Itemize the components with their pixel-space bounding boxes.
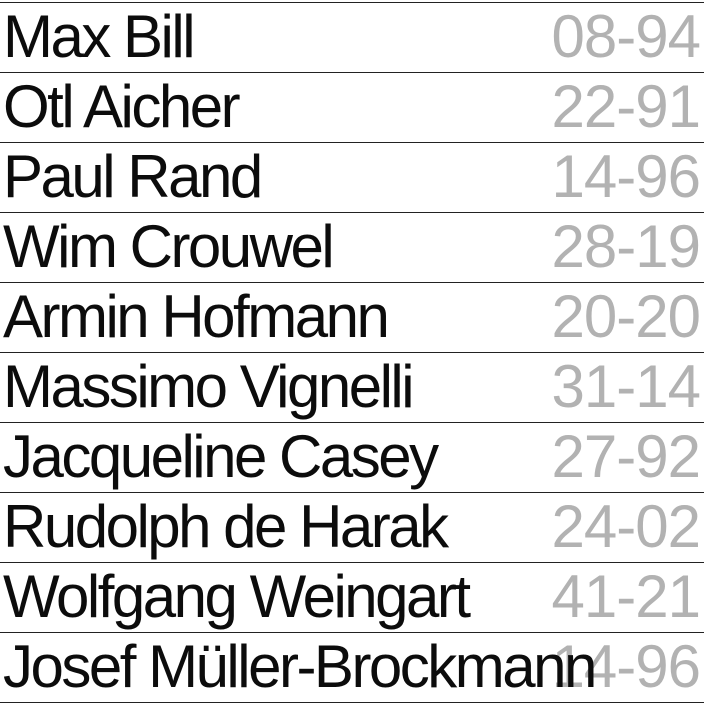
designer-years: 14-96 <box>551 632 701 700</box>
list-item: Armin Hofmann 20-20 <box>0 283 704 353</box>
designer-years: 22-91 <box>551 72 701 140</box>
designer-years: 24-02 <box>551 492 701 560</box>
designer-name: Paul Rand <box>3 142 263 210</box>
list-item: Max Bill 08-94 <box>0 3 704 73</box>
designer-years: 27-92 <box>551 422 701 490</box>
designer-name: Josef Müller-Brockmann <box>3 632 597 700</box>
designer-name: Otl Aicher <box>3 72 241 140</box>
list-item: Otl Aicher 22-91 <box>0 73 704 143</box>
designer-name: Jacqueline Casey <box>3 422 439 490</box>
list-item: Wolfgang Weingart 41-21 <box>0 563 704 633</box>
list-item: Massimo Vignelli 31-14 <box>0 353 704 423</box>
list-item: Wim Crouwel 28-19 <box>0 213 704 283</box>
designer-years: 41-21 <box>551 562 701 630</box>
designer-years: 31-14 <box>551 352 701 420</box>
designer-years: 14-96 <box>551 142 701 210</box>
list-item: Rudolph de Harak 24-02 <box>0 493 704 563</box>
designer-name: Wolfgang Weingart <box>3 562 471 630</box>
list-item: Jacqueline Casey 27-92 <box>0 423 704 493</box>
designer-years: 08-94 <box>551 2 701 70</box>
list-item: Josef Müller-Brockmann 14-96 <box>0 633 704 703</box>
designer-years: 20-20 <box>551 282 701 350</box>
designer-name: Max Bill <box>3 2 196 70</box>
list-item: Paul Rand 14-96 <box>0 143 704 213</box>
designer-name: Massimo Vignelli <box>3 352 415 420</box>
designer-name: Wim Crouwel <box>3 212 335 280</box>
designer-years: 28-19 <box>551 212 701 280</box>
designer-name: Rudolph de Harak <box>3 492 449 560</box>
designer-name: Armin Hofmann <box>3 282 390 350</box>
